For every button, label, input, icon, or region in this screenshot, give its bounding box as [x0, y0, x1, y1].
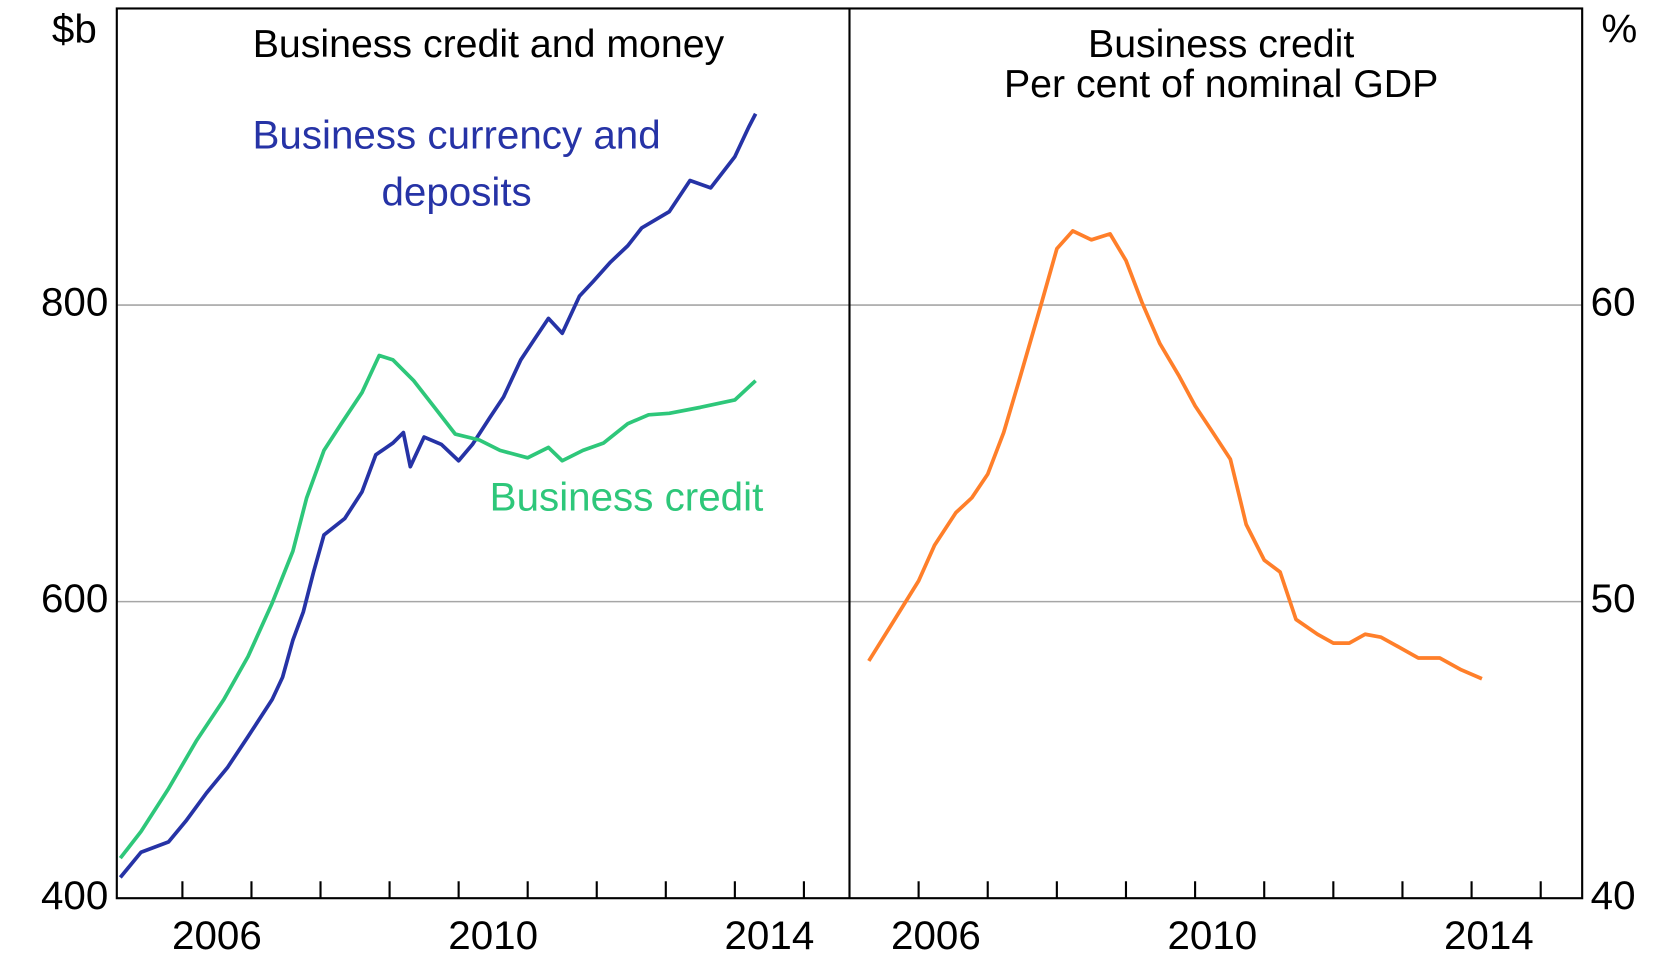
series-line — [118, 112, 758, 879]
plot-lines — [118, 112, 1483, 879]
series-line — [118, 353, 757, 860]
chart-title: Business credit and money — [253, 22, 725, 66]
x-tick-label: 2006 — [891, 913, 981, 958]
series-label: Business currency and deposits — [252, 113, 661, 216]
y-axis-unit: % — [1601, 6, 1637, 51]
series-label: Business credit — [489, 475, 764, 521]
y-tick-label: 600 — [41, 576, 108, 621]
x-tick-label: 2014 — [725, 913, 815, 958]
y-axis-unit: $b — [52, 6, 97, 51]
series-line — [867, 229, 1483, 681]
x-tick-label: 2010 — [448, 913, 538, 958]
chart-subtitle: Per cent of nominal GDP — [1004, 62, 1438, 106]
x-tick-label: 2014 — [1444, 913, 1534, 958]
y-tick-label: 400 — [41, 873, 108, 918]
y-tick-label: 800 — [41, 280, 108, 325]
x-tick-label: 2006 — [172, 913, 262, 958]
series-label-box: Business credit — [489, 475, 764, 521]
y-tick-label: 60 — [1591, 280, 1636, 325]
x-tick-label: 2010 — [1167, 913, 1257, 958]
chart-title: Business credit — [1088, 22, 1354, 66]
y-tick-label: 40 — [1591, 873, 1636, 918]
series-label-box: Business currency and deposits — [252, 113, 661, 216]
y-tick-label: 50 — [1591, 576, 1636, 621]
